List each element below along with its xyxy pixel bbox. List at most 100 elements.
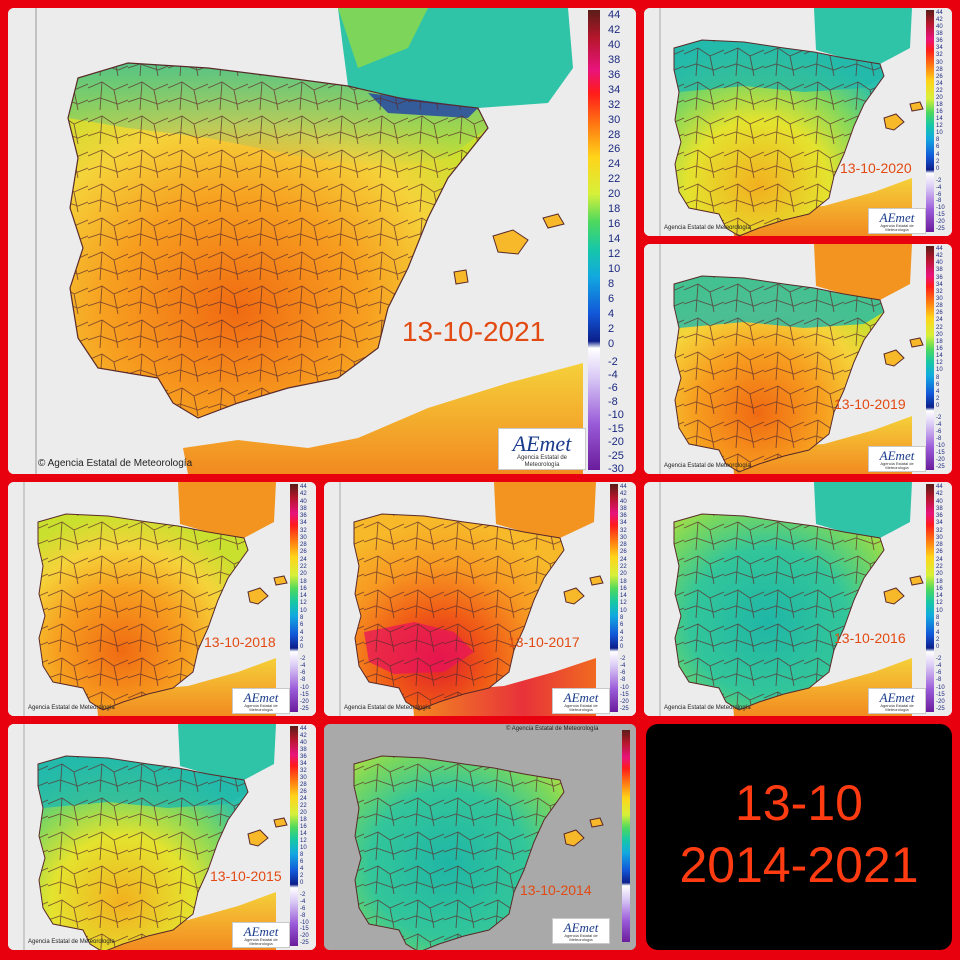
scale-tick-label: 0 bbox=[936, 165, 940, 172]
scale-tick-label: 14 bbox=[300, 831, 307, 838]
iberia-temperature-map bbox=[8, 8, 636, 474]
scale-tick-label: 12 bbox=[620, 600, 627, 607]
scale-tick-label: 30 bbox=[300, 775, 307, 782]
scale-tick-label: 16 bbox=[608, 218, 621, 231]
scale-tick-label: -25 bbox=[620, 706, 629, 712]
scale-tick-label: -4 bbox=[620, 663, 626, 670]
logo-subtitle: Agencia Estatal de Meteorología bbox=[516, 455, 568, 468]
scale-tick-label: 30 bbox=[620, 534, 627, 541]
scale-gradient bbox=[622, 730, 630, 942]
scale-tick-label: -2 bbox=[936, 415, 942, 422]
scale-tick-label: -15 bbox=[936, 691, 945, 698]
summary-years: 2014-2021 bbox=[679, 837, 919, 893]
aemet-logo: AEmet Agencia Estatal de Meteorología bbox=[232, 688, 290, 714]
scale-tick-label: -4 bbox=[936, 422, 942, 429]
scale-tick-label: -4 bbox=[608, 369, 618, 382]
scale-tick-label: 18 bbox=[936, 338, 943, 345]
summary-card: 13-10 2014-2021 bbox=[646, 724, 952, 950]
temperature-color-scale bbox=[622, 730, 630, 942]
scale-tick-label: 16 bbox=[936, 585, 943, 592]
scale-tick-label: 12 bbox=[936, 123, 943, 130]
scale-tick-label: 26 bbox=[936, 73, 943, 80]
copyright-credit: Agencia Estatal de Meteorología bbox=[664, 705, 751, 711]
scale-tick-label: 4 bbox=[620, 629, 624, 636]
scale-tick-label: -4 bbox=[936, 184, 942, 191]
scale-tick-label: -15 bbox=[936, 450, 945, 457]
scale-tick-label: 18 bbox=[936, 102, 943, 108]
scale-tick-label: 28 bbox=[936, 542, 943, 549]
scale-tick-label: 44 bbox=[300, 726, 307, 732]
scale-tick-label: 26 bbox=[300, 549, 307, 556]
scale-tick-label: 22 bbox=[936, 564, 943, 571]
scale-tick-label: 34 bbox=[608, 83, 621, 96]
scale-tick-label: 38 bbox=[936, 31, 943, 38]
scale-tick-label: 14 bbox=[936, 116, 943, 123]
scale-tick-label: 28 bbox=[608, 128, 621, 141]
scale-tick-label: 28 bbox=[620, 542, 627, 549]
scale-tick-label: 24 bbox=[936, 80, 943, 87]
scale-labels: 44 42 40 38 36 34 32 30 28 26 24 22 20 18 16 14 12 10 8 6 4 2… bbox=[300, 484, 316, 712]
scale-tick-label: 12 bbox=[300, 600, 307, 607]
scale-labels: 44 42 40 38 36 34 32 30 28 26 24 22 20 18 16 14 12 10 8 6 4 2… bbox=[936, 246, 952, 470]
iberia-temperature-map bbox=[644, 8, 952, 236]
copyright-credit: © Agencia Estatal de Meteorología bbox=[506, 726, 599, 732]
scale-tick-label: 32 bbox=[936, 527, 943, 534]
temperature-color-scale bbox=[926, 10, 934, 232]
scale-tick-label: -6 bbox=[936, 191, 942, 198]
scale-tick-label: 36 bbox=[300, 513, 307, 520]
scale-tick-label: 14 bbox=[608, 233, 621, 246]
copyright-credit: Agencia Estatal de Meteorología bbox=[344, 705, 431, 711]
scale-tick-label: 24 bbox=[608, 158, 621, 171]
copyright-credit: Agencia Estatal de Meteorología bbox=[664, 463, 751, 469]
scale-tick-label: 44 bbox=[936, 10, 943, 16]
scale-tick-label: -10 bbox=[300, 919, 309, 926]
scale-tick-label: 32 bbox=[300, 527, 307, 534]
scale-tick-label: 0 bbox=[620, 644, 624, 651]
scale-tick-label: 22 bbox=[300, 803, 307, 810]
date-label: 13-10-2019 bbox=[834, 396, 906, 412]
scale-tick-label: 18 bbox=[608, 203, 621, 216]
scale-tick-label: 42 bbox=[608, 23, 621, 36]
scale-tick-label: 4 bbox=[300, 866, 304, 873]
scale-tick-label: 4 bbox=[936, 629, 940, 636]
scale-tick-label: 40 bbox=[936, 498, 943, 505]
scale-tick-label: -20 bbox=[300, 933, 309, 940]
scale-tick-label: 6 bbox=[300, 622, 304, 629]
scale-tick-label: 14 bbox=[936, 353, 943, 360]
scale-tick-label: 16 bbox=[936, 109, 943, 116]
date-label: 13-10-2021 bbox=[402, 316, 546, 347]
scale-tick-label: 36 bbox=[936, 513, 943, 520]
logo-brand: AEmet bbox=[563, 690, 599, 705]
scale-tick-label: -6 bbox=[936, 670, 942, 677]
scale-tick-label: -15 bbox=[936, 212, 945, 219]
scale-tick-label: 4 bbox=[936, 388, 940, 395]
scale-tick-label: -6 bbox=[608, 382, 618, 395]
scale-tick-label: 2 bbox=[608, 322, 615, 335]
scale-tick-label: 16 bbox=[300, 824, 307, 831]
aemet-logo: AEmet Agencia Estatal de Meteorología bbox=[868, 208, 926, 234]
logo-subtitle: Agencia Estatal de Meteorología bbox=[564, 933, 598, 943]
scale-tick-label: 0 bbox=[936, 644, 940, 651]
map-panel-2017: 44 42 40 38 36 34 32 30 28 26 24 22 20 18 16 14 12 10 8 6 4 2… bbox=[324, 482, 636, 716]
scale-tick-label: -6 bbox=[300, 670, 306, 677]
scale-tick-label: 14 bbox=[620, 593, 627, 600]
scale-tick-label: 4 bbox=[608, 307, 615, 320]
scale-tick-label: 30 bbox=[936, 59, 943, 66]
scale-tick-label: -30 bbox=[608, 463, 624, 475]
scale-tick-label: 30 bbox=[936, 296, 943, 302]
scale-tick-label: 12 bbox=[936, 600, 943, 607]
scale-tick-label: -2 bbox=[300, 656, 306, 663]
iberia-temperature-map bbox=[8, 482, 316, 716]
scale-tick-label: -2 bbox=[620, 656, 626, 663]
map-panel-2020: 44 42 40 38 36 34 32 30 28 26 24 22 20 18 16 14 12 10 8 6 4 2… bbox=[644, 8, 952, 236]
scale-tick-label: -25 bbox=[608, 449, 624, 462]
summary-date: 13-10 bbox=[735, 775, 863, 831]
logo-brand: AEmet bbox=[879, 448, 915, 463]
iberia-temperature-map bbox=[644, 482, 952, 716]
scale-tick-label: 6 bbox=[936, 622, 940, 629]
scale-tick-label: 32 bbox=[936, 288, 943, 295]
scale-tick-label: 20 bbox=[936, 571, 943, 578]
scale-tick-label: 24 bbox=[620, 556, 627, 563]
scale-tick-label: 10 bbox=[936, 367, 943, 374]
scale-tick-label: 6 bbox=[608, 292, 615, 305]
